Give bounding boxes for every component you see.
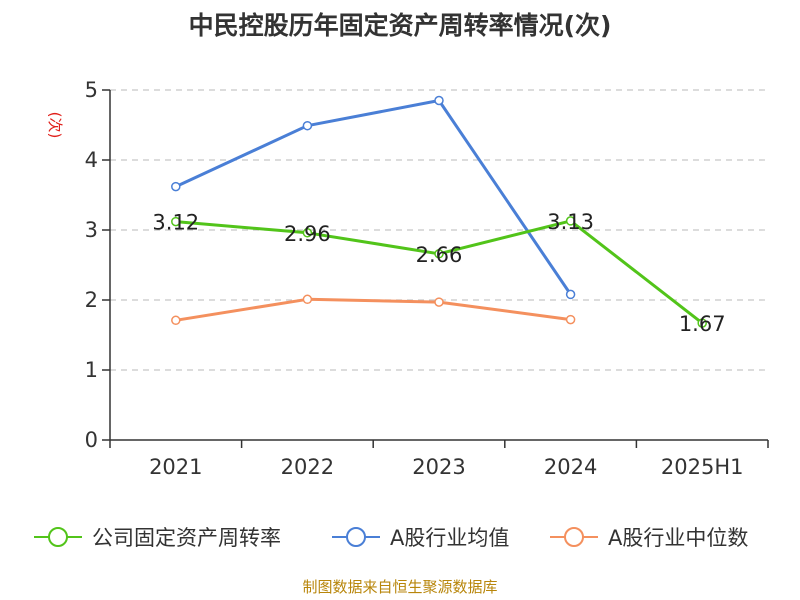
legend-item-industry-median[interactable]: A股行业中位数	[548, 520, 748, 554]
data-point	[565, 289, 576, 300]
data-point	[171, 315, 181, 326]
data-label: 3.13	[547, 210, 594, 234]
data-labels: 3.12 2.96 2.66 3.13 1.67	[152, 210, 725, 336]
x-tick-label: 2023	[412, 455, 465, 479]
y-tick-label: 2	[85, 288, 98, 312]
data-point	[302, 120, 313, 131]
data-point	[565, 216, 576, 226]
x-tick-label: 2022	[281, 455, 334, 479]
legend-label-company: 公司固定资产周转率	[92, 526, 281, 550]
y-axis-label: (次)	[46, 112, 64, 139]
data-point	[434, 249, 444, 259]
data-source-note: 制图数据来自恒生聚源数据库	[302, 578, 498, 596]
legend-marker-industry-median	[550, 527, 598, 547]
x-tick-label: 2021	[149, 455, 202, 479]
data-point	[302, 228, 313, 238]
series	[171, 95, 707, 328]
data-point	[434, 95, 444, 106]
data-point	[171, 216, 181, 227]
legend-item-company[interactable]: 公司固定资产周转率	[32, 520, 281, 554]
y-tick-label: 0	[85, 428, 98, 452]
legend-marker-company	[34, 527, 82, 547]
data-point	[434, 297, 444, 307]
axes: 0 1 2 3 4 5 2021 2022 2023 2024 2025H1	[85, 78, 769, 479]
data-label: 2.66	[416, 243, 463, 267]
data-label: 3.12	[152, 211, 199, 235]
legend-label-industry-mean: A股行业均值	[390, 526, 510, 550]
x-tick-label: 2025H1	[661, 455, 744, 479]
series-line	[175, 297, 571, 322]
grid-lines	[110, 89, 768, 371]
y-tick-label: 1	[85, 358, 98, 382]
legend-item-industry-mean[interactable]: A股行业均值	[330, 520, 509, 554]
legend-label-industry-median: A股行业中位数	[608, 526, 749, 550]
data-label: 1.67	[679, 312, 726, 336]
data-point	[171, 181, 181, 192]
x-tick-label: 2024	[544, 455, 597, 479]
legend-marker-industry-mean	[332, 527, 380, 547]
y-tick-label: 3	[85, 218, 98, 242]
y-tick-label: 4	[85, 148, 98, 172]
data-point	[697, 318, 707, 328]
data-point	[302, 294, 313, 305]
series-line	[175, 99, 572, 296]
data-label: 2.96	[284, 222, 331, 246]
chart-title: 中民控股历年固定资产周转率情况(次)	[188, 11, 612, 40]
data-point	[565, 314, 576, 325]
y-tick-label: 5	[85, 78, 98, 102]
